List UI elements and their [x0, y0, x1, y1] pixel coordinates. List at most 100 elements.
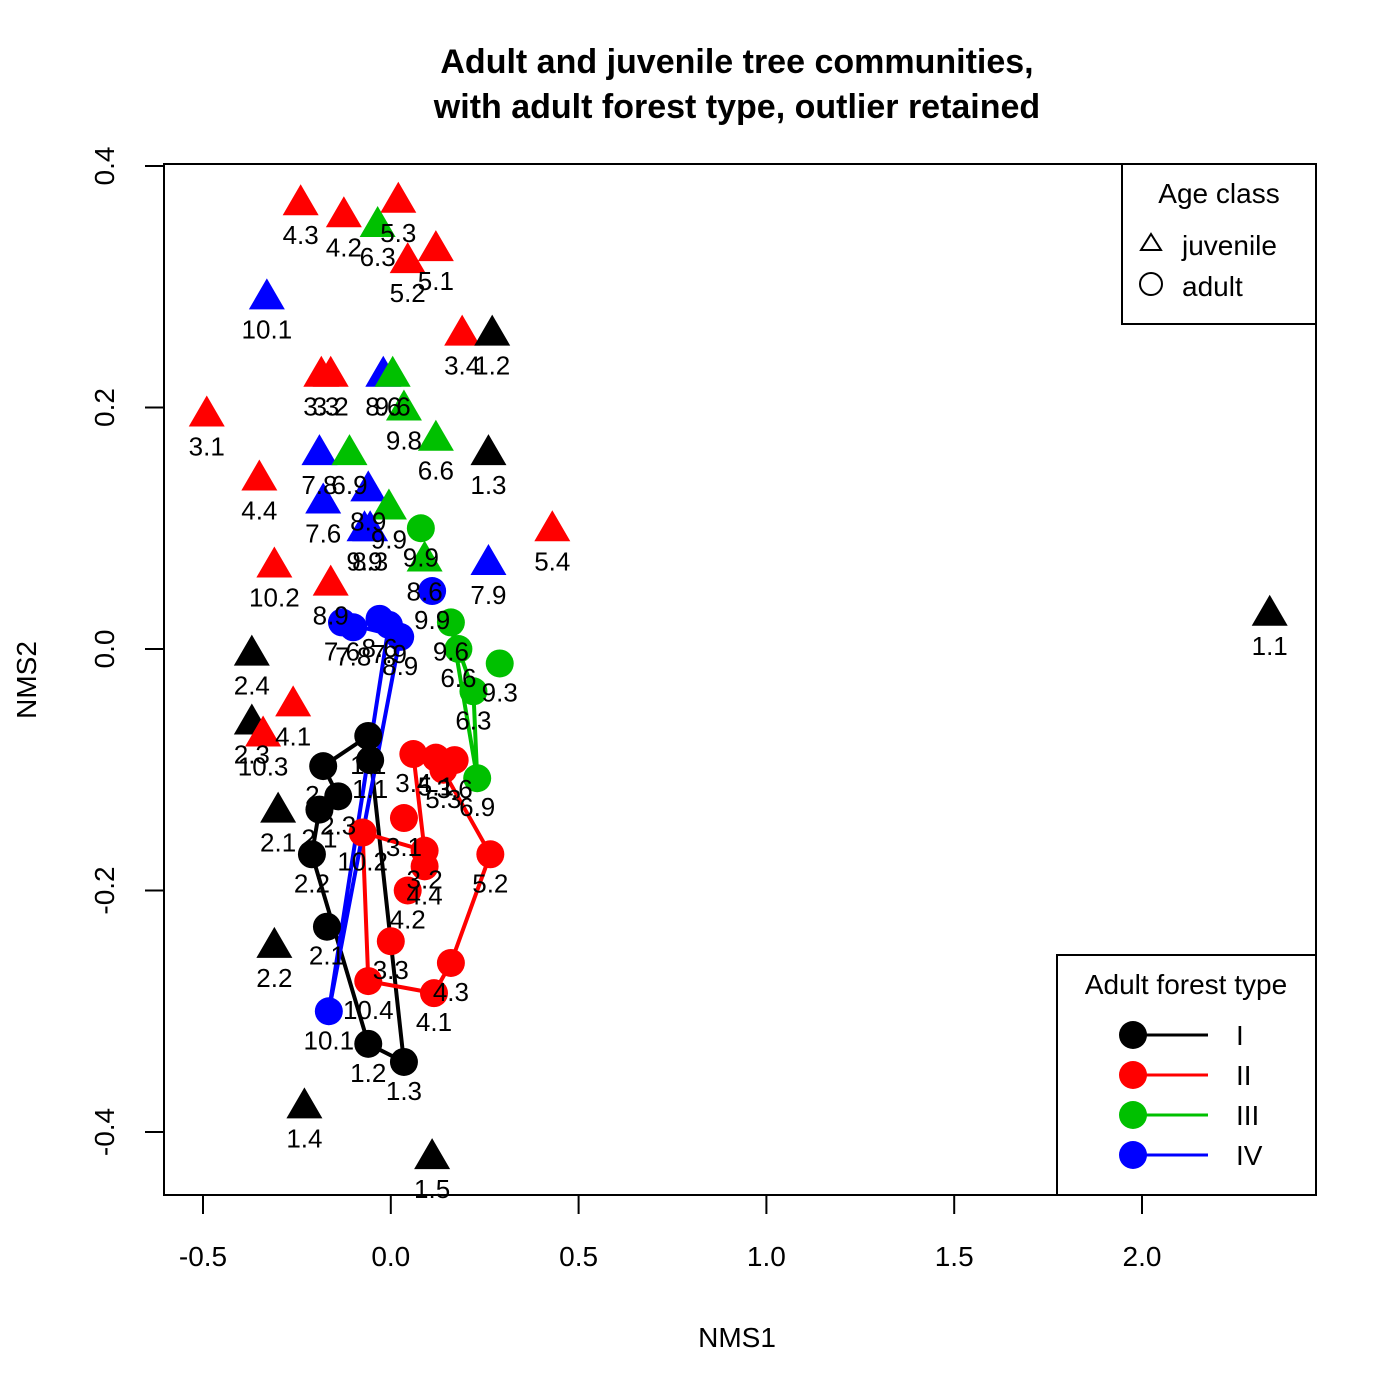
juvenile-point — [534, 510, 571, 542]
juvenile-point — [470, 544, 507, 576]
legend-label-type-IV: IV — [1236, 1140, 1263, 1171]
legend-label-type-II: II — [1236, 1060, 1252, 1091]
adult-point — [485, 649, 514, 678]
adult-point — [410, 852, 439, 881]
adult-point — [440, 746, 469, 775]
adult-point — [314, 997, 343, 1026]
juvenile-point-label: 1.3 — [470, 470, 506, 500]
juvenile-point-label: 5.3 — [380, 218, 416, 248]
juvenile-point — [256, 926, 293, 958]
juvenile-point — [275, 685, 312, 717]
juvenile-point-label: 8.9 — [350, 506, 386, 536]
adult-point-label: 3.2 — [407, 865, 443, 895]
juvenile-point-label: 7.8 — [301, 470, 337, 500]
adult-point — [354, 967, 383, 996]
juvenile-point-label: 3.3 — [303, 392, 339, 422]
juvenile-point-label: 9.8 — [386, 426, 422, 456]
adult-point-label: 3.6 — [437, 774, 473, 804]
adult-point-label: 9.3 — [482, 677, 518, 707]
adult-point — [459, 677, 488, 706]
adult-point — [312, 912, 341, 941]
juvenile-point-label: 9.6 — [375, 392, 411, 422]
age-legend-label-adult: adult — [1182, 271, 1243, 302]
adult-point — [386, 622, 415, 651]
juvenile-point-label: 10.3 — [238, 752, 289, 782]
juvenile-point-label: 3.4 — [444, 351, 480, 381]
juvenile-point-label: 7.9 — [470, 580, 506, 610]
y-tick-label: -0.2 — [89, 866, 120, 914]
juvenile-point-label: 1.4 — [286, 1123, 322, 1153]
juvenile-point-label: 10.2 — [249, 582, 300, 612]
adult-point-label: 1.1 — [352, 774, 388, 804]
juvenile-point — [385, 389, 422, 421]
juvenile-point-label: 6.6 — [418, 456, 454, 486]
adult-point-label: 2.1 — [301, 824, 337, 854]
legend-marker-type-I — [1119, 1021, 1147, 1049]
juvenile-point — [370, 488, 407, 520]
juvenile-point-label: 2.4 — [234, 671, 270, 701]
chart-subtitle: with adult forest type, outlier retained — [433, 88, 1040, 126]
juvenile-point — [414, 1138, 451, 1170]
adult-point-label: 2.1 — [309, 941, 345, 971]
x-tick-label: -0.5 — [179, 1241, 227, 1272]
legend-label-type-III: III — [1236, 1100, 1259, 1131]
x-tick-label: 0.0 — [371, 1241, 410, 1272]
juvenile-point — [406, 540, 443, 572]
juvenile-point-label: 6.9 — [331, 470, 367, 500]
adult-point-label: 1.1 — [350, 750, 386, 780]
adult-point-label: 2.3 — [320, 810, 356, 840]
adult-point — [305, 795, 334, 824]
juvenile-point — [470, 434, 507, 466]
juvenile-point-label: 10.1 — [242, 314, 293, 344]
adult-point-label: 10.2 — [337, 847, 388, 877]
chart-title: Adult and juvenile tree communities, — [440, 43, 1033, 81]
juvenile-point-label: 8.6 — [365, 392, 401, 422]
juvenile-point — [248, 278, 285, 310]
adult-point — [419, 979, 448, 1008]
juvenile-point — [474, 314, 511, 346]
legend-marker-type-IV — [1119, 1141, 1147, 1169]
juvenile-point-label: 5.1 — [418, 266, 454, 296]
x-tick-label: 1.5 — [935, 1241, 974, 1272]
x-tick-label: 1.0 — [747, 1241, 786, 1272]
adult-point-label: 8.6 — [361, 633, 397, 663]
juvenile-point-label: 4.4 — [241, 496, 277, 526]
x-tick-label: 0.5 — [559, 1241, 598, 1272]
adult-point-label: 9.9 — [414, 605, 450, 635]
juvenile-point — [417, 230, 454, 262]
adult-circle-icon — [1139, 272, 1163, 296]
adult-point — [354, 1029, 383, 1058]
juvenile-point — [312, 564, 349, 596]
juvenile-point-label: 4.1 — [275, 721, 311, 751]
adult-point — [389, 804, 418, 833]
adult-point-label: 4.1 — [416, 1007, 452, 1037]
legend-marker-type-III — [1119, 1101, 1147, 1129]
juvenile-point-label: 2.2 — [256, 963, 292, 993]
legend-label-type-I: I — [1236, 1020, 1244, 1051]
adult-point-label: 4.2 — [390, 905, 426, 935]
juvenile-point — [282, 184, 319, 216]
adult-point-label: 6.3 — [455, 705, 491, 735]
juvenile-point-label: 4.2 — [326, 232, 362, 262]
adult-point-label: 1.2 — [350, 1058, 386, 1088]
adult-point-label: 3.1 — [386, 832, 422, 862]
age-class-legend: Age class juvenile adult — [1121, 163, 1317, 325]
juvenile-point-label: 1.5 — [414, 1174, 450, 1204]
x-axis-title: NMS1 — [698, 1322, 776, 1353]
adult-point-label: 10.4 — [343, 995, 394, 1025]
juvenile-point-label: 9.9 — [371, 525, 407, 555]
adult-point-label: 10.1 — [304, 1025, 355, 1055]
adult-point — [389, 1047, 418, 1076]
adult-point — [418, 577, 447, 606]
juvenile-point — [389, 242, 426, 274]
adult-point — [348, 818, 377, 847]
y-tick-label: 0.0 — [89, 630, 120, 669]
juvenile-point-label: 1.1 — [1252, 631, 1288, 661]
juvenile-point — [374, 355, 411, 387]
plot-area: 4.3 4.2 5.36.35.25.110.13.41.23.33.2 8.69.6… — [188, 181, 1288, 1204]
juvenile-point — [301, 434, 338, 466]
adult-point — [339, 613, 368, 642]
juvenile-point — [188, 395, 225, 427]
adult-point — [376, 927, 405, 956]
